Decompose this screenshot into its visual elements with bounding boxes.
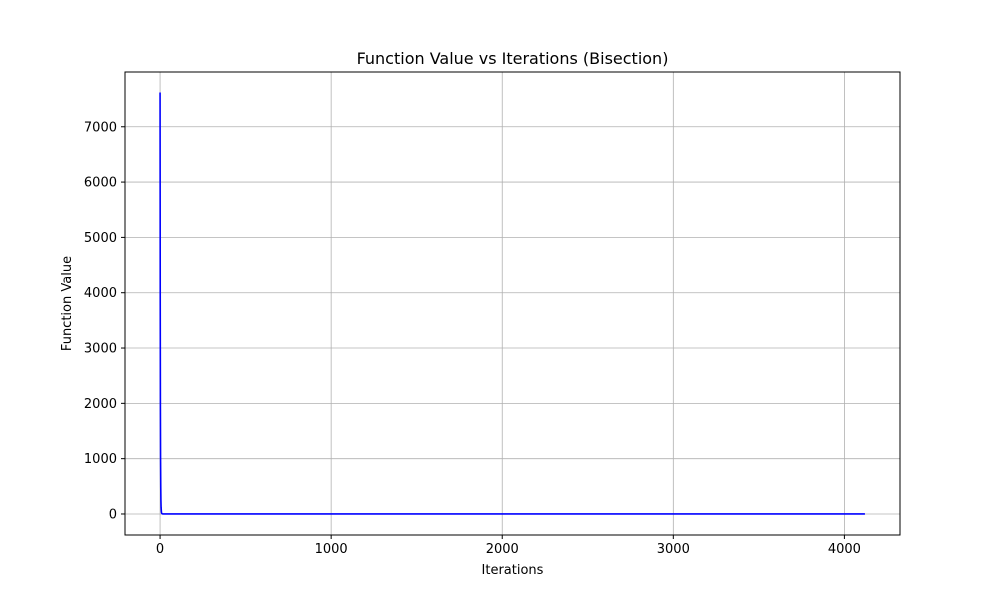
plot-background [125,72,900,535]
y-axis-ticks: 0 1000 2000 3000 4000 5000 6000 7000 [84,120,125,522]
y-tick-label: 0 [109,507,117,522]
x-axis-label: Iterations [482,563,544,578]
y-axis-label: Function Value [60,256,75,351]
x-tick-label: 3000 [657,542,690,557]
x-tick-label: 4000 [828,542,861,557]
y-tick-label: 2000 [84,397,117,412]
series-line [159,92,865,515]
x-tick-label: 2000 [486,542,519,557]
plot-frame [124,71,901,536]
series-layer [159,92,865,515]
x-tick-label: 0 [156,542,164,557]
chart-title: Function Value vs Iterations (Bisection) [357,49,669,68]
y-tick-label: 7000 [84,120,117,135]
y-tick-label: 1000 [84,452,117,467]
y-tick-label: 4000 [84,286,117,301]
y-tick-label: 6000 [84,176,117,191]
x-axis-ticks: 0 1000 2000 3000 4000 [156,535,861,557]
x-tick-label: 1000 [315,542,348,557]
y-tick-label: 5000 [84,231,117,246]
y-tick-label: 3000 [84,342,117,357]
